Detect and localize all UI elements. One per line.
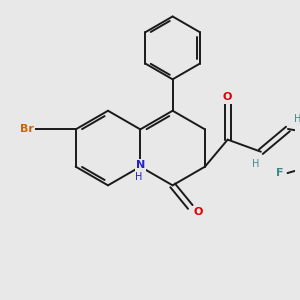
Text: F: F	[276, 168, 284, 178]
Text: Br: Br	[20, 124, 34, 134]
Text: H: H	[294, 114, 300, 124]
Text: N: N	[136, 160, 145, 170]
Text: O: O	[194, 207, 203, 217]
Text: O: O	[223, 92, 232, 102]
Text: H: H	[252, 160, 260, 170]
Text: H: H	[135, 172, 142, 182]
